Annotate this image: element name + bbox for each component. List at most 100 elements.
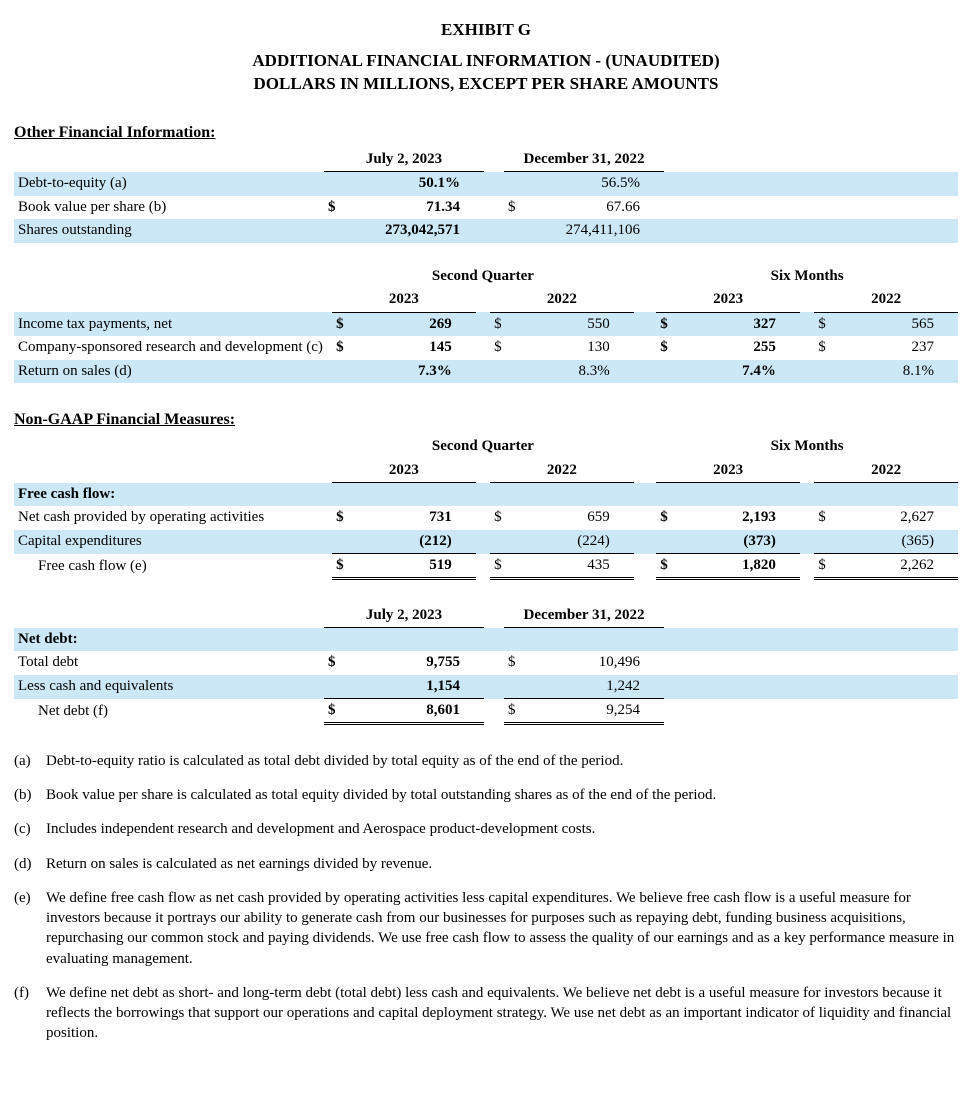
note-text: We define net debt as short- and long-te… [46, 983, 958, 1044]
year-4: 2022 [814, 288, 958, 312]
cur-4: $ [814, 336, 835, 360]
v1: (212) [353, 530, 476, 554]
year-2: 2022 [490, 459, 634, 483]
label: Free cash flow (e) [14, 554, 332, 579]
currency-1: $ [324, 196, 344, 220]
row-fcf-heading: Free cash flow: [14, 483, 958, 507]
v2: 9,254 [524, 699, 664, 724]
v2: 10,496 [524, 651, 664, 675]
row-rnd: Company-sponsored research and developme… [14, 336, 958, 360]
subtitle: ADDITIONAL FINANCIAL INFORMATION - (UNAU… [14, 50, 958, 96]
cur-1: $ [332, 506, 353, 530]
note-key: (d) [14, 854, 46, 874]
cur-1: $ [324, 651, 344, 675]
col-date-2: December 31, 2022 [504, 604, 664, 628]
cur-2: $ [504, 651, 524, 675]
note-key: (e) [14, 888, 46, 969]
v3: 255 [677, 336, 800, 360]
note-key: (b) [14, 785, 46, 805]
note-b: (b)Book value per share is calculated as… [14, 785, 958, 805]
v2: (224) [511, 530, 634, 554]
label: Debt-to-equity (a) [14, 172, 324, 196]
v2: 130 [511, 336, 634, 360]
label: Income tax payments, net [14, 312, 332, 336]
label: Capital expenditures [14, 530, 332, 554]
row-net-debt: Net debt (f) $8,601 $9,254 [14, 699, 958, 724]
note-d: (d)Return on sales is calculated as net … [14, 854, 958, 874]
exhibit-title: EXHIBIT G [14, 20, 958, 40]
cur-1: $ [332, 554, 353, 579]
col-date-1: July 2, 2023 [324, 604, 484, 628]
label: Free cash flow: [14, 483, 332, 507]
table-net-debt: July 2, 2023 December 31, 2022 Net debt:… [14, 604, 958, 725]
label: Less cash and equivalents [14, 675, 324, 699]
value-1: 50.1% [344, 172, 484, 196]
table-free-cash-flow: Second Quarter Six Months 2023 2022 2023… [14, 435, 958, 580]
cur-3: $ [656, 312, 677, 336]
subtitle-line2: DOLLARS IN MILLIONS, EXCEPT PER SHARE AM… [254, 74, 719, 93]
v4: 2,627 [835, 506, 958, 530]
year-2: 2022 [490, 288, 634, 312]
note-key: (a) [14, 751, 46, 771]
note-e: (e)We define free cash flow as net cash … [14, 888, 958, 969]
year-1: 2023 [332, 459, 476, 483]
col-date-1: July 2, 2023 [324, 148, 484, 172]
v1: 8,601 [344, 699, 484, 724]
label: Company-sponsored research and developme… [14, 336, 332, 360]
v3: 2,193 [677, 506, 800, 530]
cur-2: $ [490, 312, 511, 336]
note-text: We define free cash flow as net cash pro… [46, 888, 958, 969]
value-1: 71.34 [344, 196, 484, 220]
section-other-financial: Other Financial Information: [14, 124, 958, 142]
label: Return on sales (d) [14, 360, 332, 384]
row-less-cash: Less cash and equivalents 1,154 1,242 [14, 675, 958, 699]
note-text: Includes independent research and develo… [46, 819, 958, 839]
value-2: 56.5% [524, 172, 664, 196]
label: Total debt [14, 651, 324, 675]
v1: 269 [353, 312, 476, 336]
v2: 435 [511, 554, 634, 579]
cur-2: $ [490, 506, 511, 530]
note-text: Debt-to-equity ratio is calculated as to… [46, 751, 958, 771]
label: Shares outstanding [14, 219, 324, 243]
v2: 1,242 [524, 675, 664, 699]
v2: 550 [511, 312, 634, 336]
value-2: 67.66 [524, 196, 664, 220]
cur-3: $ [656, 336, 677, 360]
cur-1: $ [332, 336, 353, 360]
row-debt-to-equity: Debt-to-equity (a) 50.1% 56.5% [14, 172, 958, 196]
note-f: (f)We define net debt as short- and long… [14, 983, 958, 1044]
v3: 1,820 [677, 554, 800, 579]
v4: (365) [835, 530, 958, 554]
cur-1: $ [332, 312, 353, 336]
row-book-value: Book value per share (b) $ 71.34 $ 67.66 [14, 196, 958, 220]
v2: 8.3% [511, 360, 634, 384]
note-text: Return on sales is calculated as net ear… [46, 854, 958, 874]
currency-2: $ [504, 196, 524, 220]
cur-2: $ [490, 336, 511, 360]
row-capex: Capital expenditures (212) (224) (373) (… [14, 530, 958, 554]
cur-4: $ [814, 506, 835, 530]
label: Net cash provided by operating activitie… [14, 506, 332, 530]
footnotes: (a)Debt-to-equity ratio is calculated as… [14, 751, 958, 1044]
cur-3: $ [656, 506, 677, 530]
v4: 2,262 [835, 554, 958, 579]
table-other-financial: July 2, 2023 December 31, 2022 Debt-to-e… [14, 148, 958, 243]
group-six-months: Six Months [656, 435, 958, 459]
note-key: (c) [14, 819, 46, 839]
v4: 8.1% [835, 360, 958, 384]
year-3: 2023 [656, 288, 800, 312]
table-quarter-sixmonths: Second Quarter Six Months 2023 2022 2023… [14, 265, 958, 384]
row-netdebt-heading: Net debt: [14, 628, 958, 652]
v1: 731 [353, 506, 476, 530]
v1: 1,154 [344, 675, 484, 699]
cur-2: $ [490, 554, 511, 579]
v1: 9,755 [344, 651, 484, 675]
year-1: 2023 [332, 288, 476, 312]
label: Net debt (f) [14, 699, 324, 724]
cur-4: $ [814, 312, 835, 336]
v3: 7.4% [677, 360, 800, 384]
cur-3: $ [656, 554, 677, 579]
v1: 145 [353, 336, 476, 360]
row-free-cash-flow: Free cash flow (e) $519 $435 $1,820 $2,2… [14, 554, 958, 579]
